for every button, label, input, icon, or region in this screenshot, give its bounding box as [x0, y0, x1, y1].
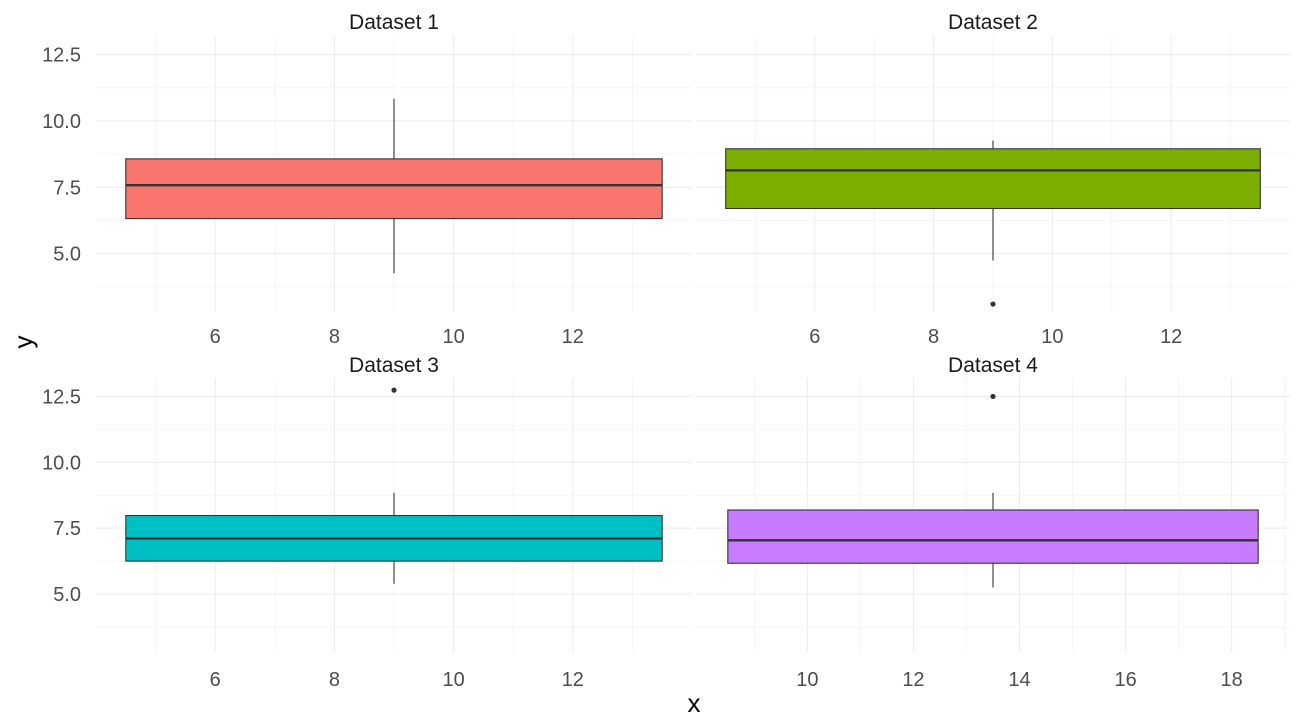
y-axis-title: y — [8, 336, 38, 349]
panel-title: Dataset 2 — [948, 11, 1038, 34]
x-tick-label: 10 — [796, 669, 818, 691]
x-tick-label: 8 — [329, 326, 340, 348]
x-axis-title: x — [688, 688, 701, 718]
x-tick-label: 8 — [928, 326, 939, 348]
outlier-point — [990, 393, 996, 400]
box — [125, 158, 663, 220]
x-tick-label: 16 — [1114, 669, 1136, 691]
panel-3: Dataset 3 6 8 10 12 5.0 7.5 10.0 12.5 — [42, 354, 692, 691]
panel-title: Dataset 3 — [349, 354, 439, 377]
x-tick-label: 6 — [210, 669, 221, 691]
x-tick-label: 18 — [1221, 669, 1243, 691]
x-tick-label: 10 — [442, 326, 464, 348]
box — [727, 509, 1259, 564]
panel-title: Dataset 4 — [948, 354, 1038, 377]
y-tick-label: 7.5 — [53, 518, 81, 540]
x-tick-label: 12 — [1160, 326, 1182, 348]
x-tick-label: 12 — [562, 669, 584, 691]
x-tick-label: 10 — [442, 669, 464, 691]
y-tick-label: 5.0 — [53, 244, 81, 266]
box — [725, 148, 1261, 210]
x-tick-label: 10 — [1041, 326, 1063, 348]
x-tick-label: 14 — [1008, 669, 1030, 691]
y-tick-label: 12.5 — [42, 45, 81, 67]
panel-2: Dataset 2 6 8 10 12 — [696, 11, 1290, 348]
x-tick-label: 12 — [902, 669, 924, 691]
panel-title: Dataset 1 — [349, 11, 439, 34]
y-tick-label: 12.5 — [42, 386, 81, 408]
outlier-point — [990, 301, 996, 307]
x-tick-label: 12 — [562, 326, 584, 348]
outlier-point — [391, 387, 397, 393]
panel-4: Dataset 4 10 12 14 16 18 — [696, 354, 1290, 691]
y-tick-label: 10.0 — [42, 452, 81, 474]
x-tick-label: 6 — [210, 326, 221, 348]
x-tick-label: 8 — [329, 669, 340, 691]
y-tick-label: 10.0 — [42, 111, 81, 133]
y-tick-label: 5.0 — [53, 584, 81, 606]
x-tick-label: 6 — [809, 326, 820, 348]
panel-1: Dataset 1 6 8 10 12 5.0 7.5 10.0 12.5 — [42, 11, 692, 348]
y-tick-label: 7.5 — [53, 177, 81, 199]
